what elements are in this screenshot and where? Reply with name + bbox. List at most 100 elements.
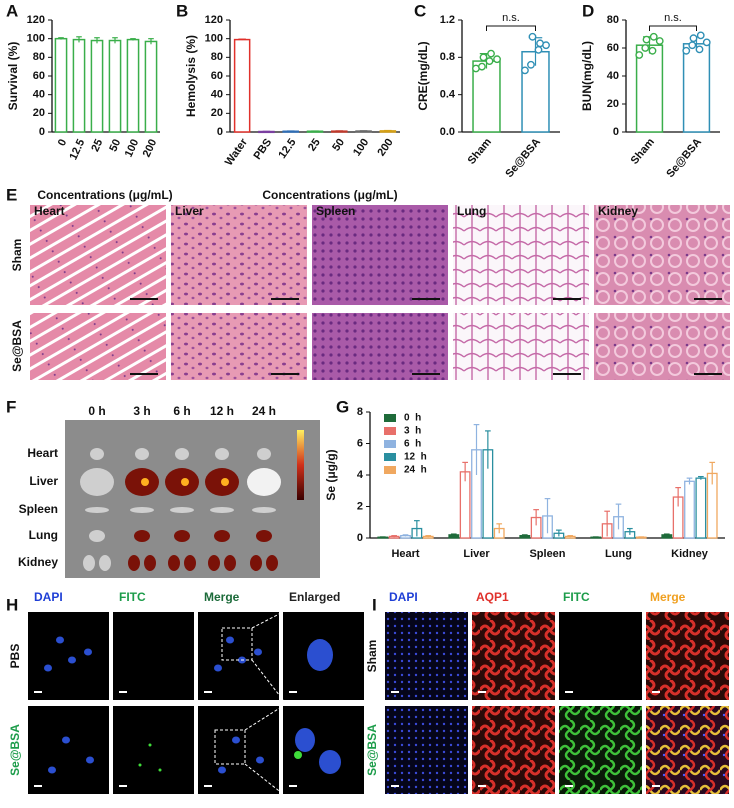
significance-label: n.s. <box>502 12 520 24</box>
bar <box>684 480 695 539</box>
organ-label: Kidney <box>18 555 58 569</box>
panel-letter: F <box>6 397 16 416</box>
data-point <box>696 31 705 40</box>
hotspot <box>181 478 189 486</box>
zoom-box <box>221 627 253 661</box>
time-label: 12 h <box>210 404 234 418</box>
data-point <box>527 60 535 69</box>
organ-image <box>256 530 272 542</box>
y-tick-label: 120 <box>27 14 45 26</box>
y-tick-label: 60 <box>211 70 223 82</box>
fitc-signal <box>148 743 152 747</box>
hotspot <box>221 478 229 486</box>
nucleus <box>68 656 76 664</box>
histology-image <box>312 313 448 380</box>
x-tick-label: 200 <box>141 137 160 159</box>
nucleus <box>218 766 226 774</box>
y-axis-label: Se (μg/g) <box>324 449 338 500</box>
data-point <box>528 32 537 41</box>
organ-image <box>174 530 190 542</box>
x-tick-label: 25 <box>89 137 105 153</box>
fluorescence-image <box>28 706 109 794</box>
x-tick-label: Lung <box>605 548 632 560</box>
y-axis-label: CRE(mg/dL) <box>416 41 430 110</box>
organ-image <box>184 555 196 571</box>
data-point <box>493 55 501 64</box>
column-label: Spleen <box>316 204 355 218</box>
y-axis-label: Hemolysis (%) <box>184 35 198 117</box>
organ-image <box>128 555 140 571</box>
nucleus <box>232 736 240 744</box>
x-tick-label: 100 <box>351 137 371 159</box>
organ-image <box>215 448 229 460</box>
y-tick-label: 0 <box>39 126 45 138</box>
y-tick-label: 0.4 <box>440 89 456 101</box>
y-tick-label: 0.8 <box>440 51 455 63</box>
x-tick-label: Sham <box>466 136 495 167</box>
data-point <box>478 62 486 71</box>
x-tick-label: 100 <box>123 137 142 159</box>
panel-letter: C <box>414 1 426 20</box>
legend-label: 6 h <box>404 439 421 450</box>
legend-label: 0 h <box>404 413 421 424</box>
data-point <box>485 57 494 65</box>
data-point <box>521 66 529 75</box>
nucleus <box>86 756 94 764</box>
y-tick-label: 1.2 <box>440 14 455 26</box>
x-tick-label: PBS <box>251 137 274 162</box>
y-tick-label: 80 <box>607 14 619 26</box>
organ-image <box>208 555 220 571</box>
bar <box>72 38 86 133</box>
y-axis-label: Survival (%) <box>6 42 20 111</box>
organ-image <box>135 448 149 460</box>
nucleus <box>48 766 56 774</box>
y-tick-label: 100 <box>205 33 223 45</box>
histology-image <box>453 205 589 305</box>
fluorescence-image <box>28 612 109 700</box>
y-tick-label: 20 <box>607 98 619 110</box>
panel-letter: B <box>176 1 188 20</box>
row-label: Se@BSA <box>10 320 24 372</box>
x-tick-label: 0 <box>56 137 69 148</box>
legend-swatch <box>384 427 396 435</box>
column-label: FITC <box>119 590 146 604</box>
histology-image <box>30 313 166 380</box>
y-tick-label: 60 <box>607 42 619 54</box>
bar <box>144 40 158 133</box>
histology-image <box>594 313 730 380</box>
x-axis-label: Concentrations (μg/mL) <box>262 188 397 202</box>
column-label: Enlarged <box>289 590 340 604</box>
data-point <box>479 53 488 62</box>
nucleus <box>56 636 64 644</box>
x-tick-label: 50 <box>330 137 347 154</box>
fluorescence-image <box>559 612 642 700</box>
nucleus <box>256 756 264 764</box>
column-label: Lung <box>457 204 486 218</box>
data-point <box>649 32 658 41</box>
data-point <box>695 45 704 54</box>
histology-image <box>30 205 166 305</box>
organ-label: Heart <box>27 446 58 460</box>
organ-image <box>168 555 180 571</box>
legend-label: 24 h <box>404 465 427 476</box>
bar <box>126 38 140 133</box>
x-tick-label: 200 <box>375 137 395 159</box>
row-label: PBS <box>8 644 22 669</box>
row-label: Se@BSA <box>8 724 22 776</box>
fitc-signal <box>158 768 162 772</box>
nucleus <box>214 664 222 672</box>
panel-letter: A <box>6 1 18 20</box>
time-label: 3 h <box>133 404 150 418</box>
column-label: FITC <box>563 590 590 604</box>
organ-image <box>210 507 234 513</box>
y-tick-label: 40 <box>33 89 45 101</box>
y-axis-label: BUN(mg/dL) <box>580 41 594 111</box>
data-point <box>642 35 651 44</box>
histology-image <box>171 313 307 380</box>
x-tick-label: 12.5 <box>67 137 87 161</box>
x-tick-label: Liver <box>463 548 490 560</box>
legend-swatch <box>384 453 396 461</box>
organ-label: Lung <box>29 528 58 542</box>
legend-swatch <box>384 414 396 422</box>
